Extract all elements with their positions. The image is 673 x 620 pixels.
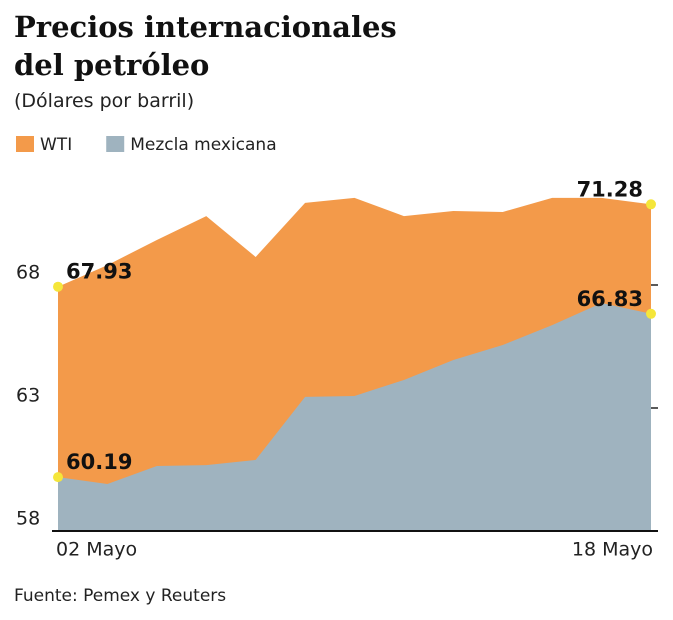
point-marker	[53, 472, 63, 483]
data-label: 66.83	[577, 287, 643, 311]
chart-title: Precios internacionales del petróleo	[14, 10, 397, 82]
legend-label: WTI	[40, 135, 72, 155]
y-tick-label: 58	[16, 508, 40, 530]
point-marker	[646, 308, 656, 319]
legend-label: Mezcla mexicana	[130, 135, 276, 155]
legend-swatch	[106, 136, 125, 152]
source: Fuente: Pemex y Reuters	[14, 586, 227, 606]
data-label: 67.93	[66, 260, 132, 284]
x-tick-label: 18 Mayo	[572, 539, 653, 561]
legend-swatch	[16, 136, 34, 152]
area	[58, 302, 651, 531]
data-label: 60.19	[66, 450, 132, 474]
x-tick-label: 02 Mayo	[56, 539, 137, 561]
point-marker	[53, 281, 63, 292]
chart: WTI Mezcla mexicana 67.93 71.28 60.19 66.83 58…	[16, 135, 658, 561]
y-tick-label: 63	[16, 385, 40, 407]
chart-subtitle: (Dólares por barril)	[14, 90, 195, 112]
data-label: 71.28	[577, 177, 643, 201]
y-tick-label: 68	[16, 262, 40, 284]
point-marker	[646, 199, 656, 210]
